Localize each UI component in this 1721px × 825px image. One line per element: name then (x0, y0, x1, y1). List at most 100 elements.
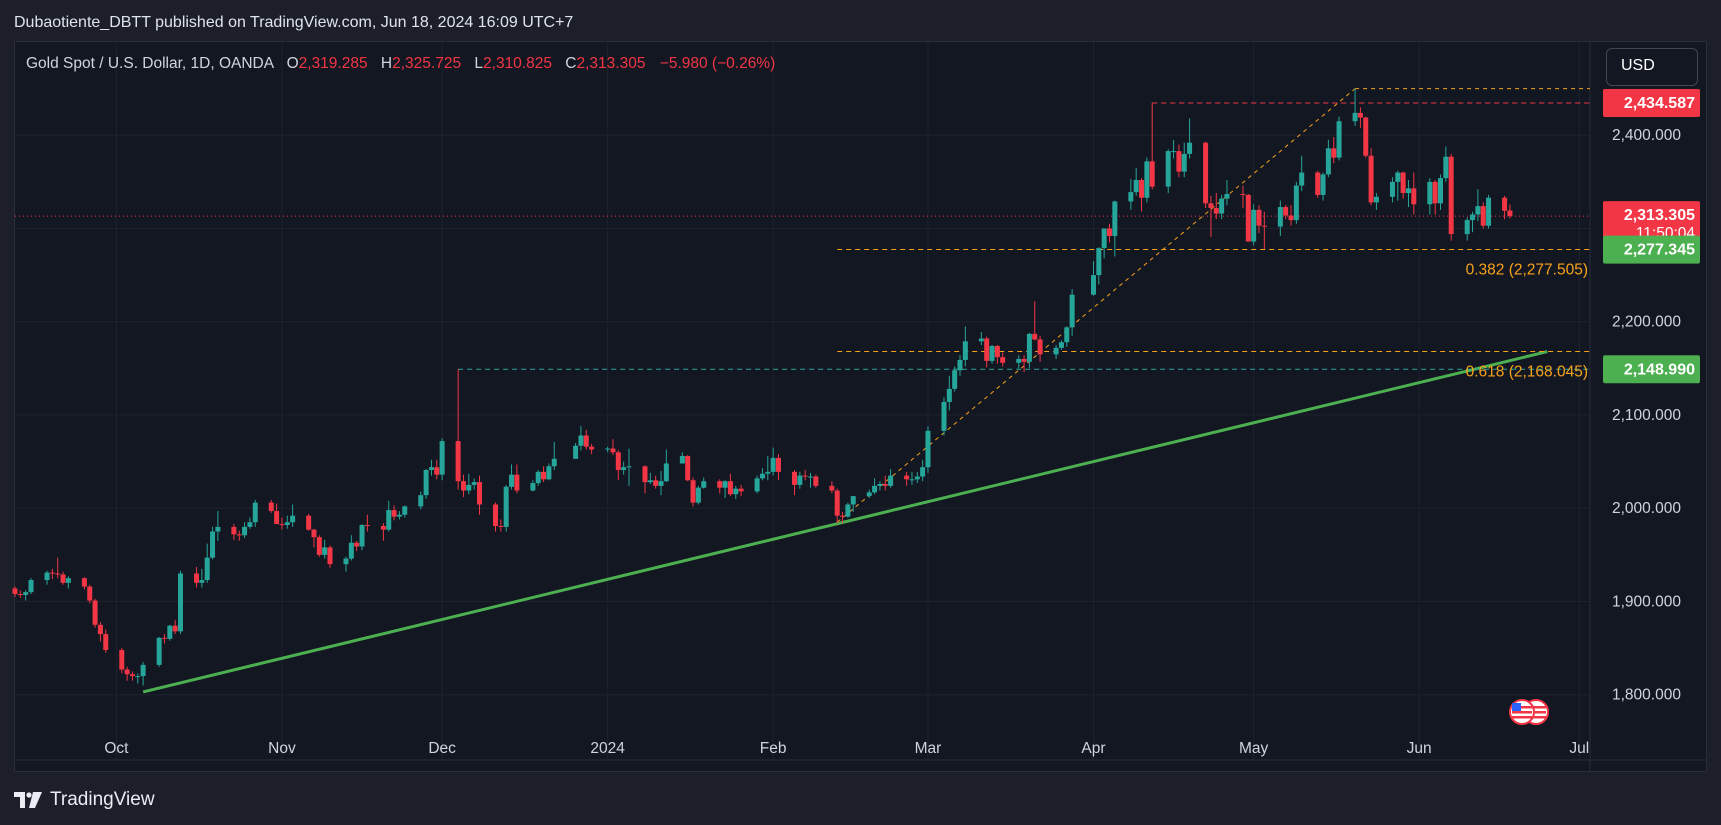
candle-body (1261, 225, 1267, 227)
y-tick-label: 1,900.000 (1612, 593, 1681, 610)
y-tick-label: 2,000.000 (1612, 500, 1681, 517)
candle-body (17, 594, 23, 596)
fib-level-label: 0.382 (2,277.505) (1466, 261, 1588, 278)
candle-body (583, 435, 589, 447)
candle-body (97, 624, 103, 635)
candle-body (322, 547, 328, 555)
candle-body (215, 526, 221, 532)
candle-body (1470, 214, 1476, 221)
candle-body (802, 475, 808, 477)
candle-body (642, 466, 648, 483)
candle-body (178, 573, 184, 632)
candle-body (460, 481, 466, 491)
candle-body (1090, 275, 1096, 295)
candle-body (1443, 156, 1449, 179)
candle-body (55, 573, 61, 575)
candle-body (428, 467, 434, 471)
candle-body (791, 471, 797, 485)
candle-body (663, 463, 669, 482)
candles (12, 88, 1513, 686)
candle-body (1475, 206, 1481, 215)
price-label-box (1603, 88, 1700, 117)
footer: TradingView (14, 789, 155, 811)
candle-body (396, 514, 402, 517)
candle-body (380, 525, 386, 530)
y-tick-label: 2,200.000 (1612, 314, 1681, 331)
candle-body (546, 466, 552, 480)
candle-body (701, 481, 707, 488)
chart-frame[interactable] (14, 41, 1707, 772)
candle-body (1315, 172, 1321, 195)
candle-body (1336, 121, 1342, 158)
candle-body (1400, 172, 1406, 194)
candle-body (1112, 201, 1118, 236)
candle-body (161, 637, 167, 639)
candle-body (124, 669, 130, 675)
us-flag-icon[interactable] (1508, 697, 1552, 727)
candle-body (12, 588, 18, 595)
candle-body (1208, 203, 1214, 208)
candle-body (850, 496, 856, 505)
candle-body (765, 471, 771, 474)
candle-body (284, 522, 290, 526)
candle-body (952, 370, 958, 389)
candle-body (829, 485, 835, 491)
candle-body (172, 625, 178, 632)
candle-body (493, 504, 499, 526)
candle-body (364, 525, 370, 527)
candle-body (738, 488, 744, 492)
candle-body (514, 474, 520, 491)
x-tick-label: Oct (104, 740, 129, 757)
candle-body (359, 525, 365, 547)
candle-body (92, 600, 98, 625)
candle-body (1405, 188, 1411, 194)
price-label-value: 2,313.305 (1624, 207, 1695, 224)
trendline (142, 350, 1548, 694)
candle-body (1245, 194, 1251, 242)
candle-body (722, 481, 728, 488)
x-tick-label: Jun (1407, 740, 1432, 757)
candle-body (1352, 112, 1358, 122)
candle-body (498, 525, 504, 527)
candle-body (28, 580, 34, 593)
candle-body (1213, 207, 1219, 214)
open-label: O (286, 55, 299, 72)
x-tick-label: May (1239, 740, 1269, 757)
y-tick-label: 2,100.000 (1612, 407, 1681, 424)
candle-body (1325, 148, 1331, 175)
candle-body (1058, 342, 1064, 348)
candle-body (685, 456, 691, 481)
candle-body (60, 574, 66, 583)
candle-body (877, 483, 883, 486)
candle-body (156, 637, 162, 665)
candle-body (920, 467, 926, 477)
high-value: 2,325.725 (392, 55, 462, 72)
tradingview-logo-icon[interactable] (14, 792, 42, 808)
x-tick-label: Apr (1081, 740, 1105, 757)
price-label-box (1603, 355, 1700, 384)
candle-body (984, 338, 990, 361)
candle-body (797, 475, 803, 485)
candle-body (615, 452, 621, 471)
candle-body (621, 467, 627, 471)
candle-body (535, 471, 541, 484)
candle-body (1427, 181, 1433, 205)
candle-body (279, 524, 285, 526)
candle-body (914, 476, 920, 480)
candle-body (1144, 161, 1150, 198)
candle-body (231, 526, 237, 535)
candle-body (994, 345, 1000, 358)
candle-body (103, 634, 109, 650)
currency-button[interactable]: USD (1606, 48, 1698, 86)
candle-body (1053, 347, 1059, 355)
candle-body (1224, 193, 1230, 199)
candle-body (140, 664, 146, 677)
footer-brand[interactable]: TradingView (50, 789, 155, 810)
price-label-box (1603, 201, 1700, 246)
candle-body (210, 531, 216, 558)
candle-body (274, 511, 280, 525)
candle-body (1021, 359, 1027, 362)
candle-body (343, 558, 349, 565)
candle-body (962, 341, 968, 360)
